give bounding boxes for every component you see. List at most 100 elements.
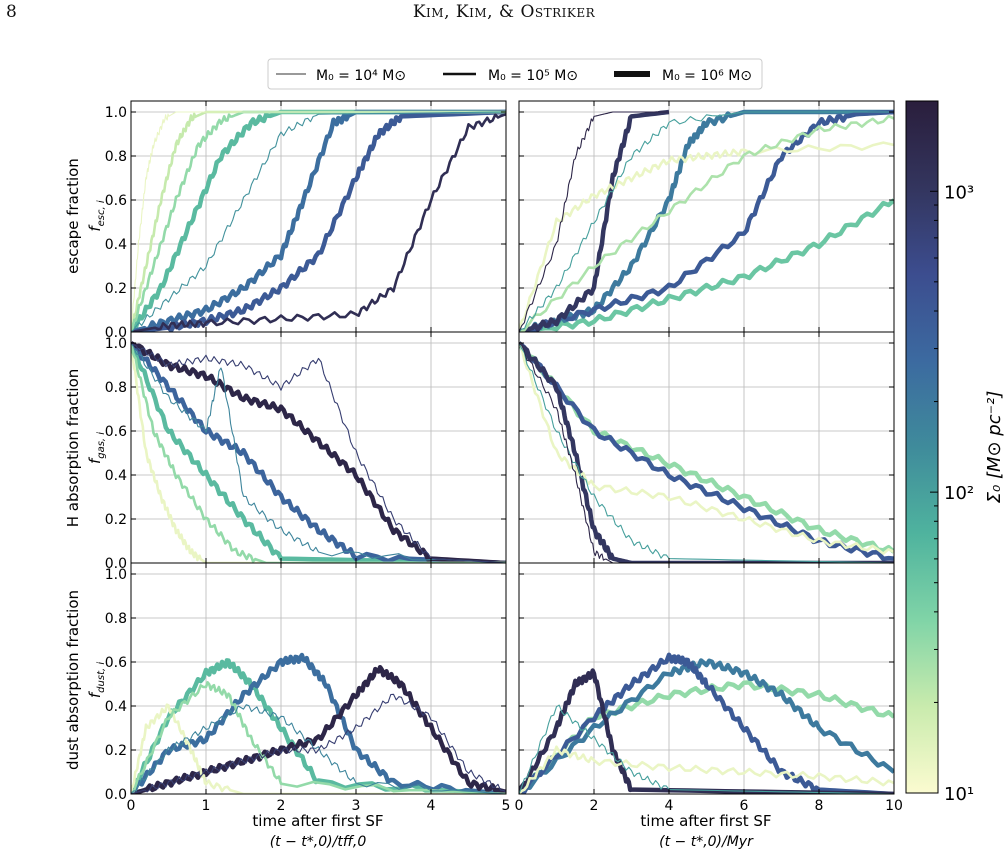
ytick-label: 0.6	[105, 193, 127, 209]
row-label-dust: dust absorption fraction	[64, 590, 82, 770]
row-label-escape: escape fraction	[64, 158, 82, 274]
series-group	[519, 652, 894, 794]
series-line-4	[131, 341, 506, 563]
row-sublabel-dust: fdust, i	[86, 662, 107, 698]
ytick-label: 0.2	[105, 512, 127, 528]
series-line-5	[131, 342, 506, 563]
series-line-5	[519, 342, 894, 563]
panel-bg	[519, 101, 894, 332]
series-group	[519, 341, 894, 563]
ytick-label: 0.6	[105, 655, 127, 671]
ytick-label: 0.2	[105, 743, 127, 759]
left-xlabel-line2: (t − t*,0)/tff,0	[270, 834, 367, 850]
row-label-gas: H absorption fraction	[64, 369, 82, 528]
ytick-label: 0.8	[105, 380, 127, 396]
xtick-label: 3	[352, 798, 361, 814]
series-line-2	[131, 658, 506, 794]
series-line-0	[131, 703, 506, 794]
legend-label-medium: M₀ = 10⁵ M⊙	[488, 68, 578, 84]
xtick-label: 6	[740, 798, 749, 814]
series-line-7	[131, 112, 506, 332]
legend-label-thick: M₀ = 10⁶ M⊙	[662, 68, 752, 84]
xtick-label: 4	[665, 798, 674, 814]
series-line-0	[131, 111, 506, 332]
series-group	[519, 109, 894, 332]
colorbar: 10¹ 10² 10³ Σ₀ [M⊙ pc⁻²]	[905, 100, 1005, 805]
series-line-0	[519, 745, 894, 794]
legend: M₀ = 10⁴ M⊙ M₀ = 10⁵ M⊙ M₀ = 10⁶ M⊙	[267, 58, 763, 90]
xtick-label: 8	[815, 798, 824, 814]
colorbar-bar	[905, 100, 939, 794]
series-line-5	[519, 668, 894, 794]
series-line-2	[519, 342, 894, 563]
ytick-label: 0.4	[105, 237, 127, 253]
series-line-6	[131, 341, 506, 563]
xtick-label: 1	[202, 798, 211, 814]
ytick-label: 0.8	[105, 149, 127, 165]
series-line-3	[131, 704, 506, 794]
xtick-label: 4	[427, 798, 436, 814]
series-line-2	[131, 342, 506, 563]
xtick-label: 0	[127, 798, 136, 814]
ytick-label: 0.8	[105, 611, 127, 627]
page-number: 8	[6, 2, 17, 22]
colorbar-tick-label: 10³	[944, 182, 974, 203]
series-line-4	[131, 111, 506, 332]
colorbar-label: Σ₀ [M⊙ pc⁻²]	[984, 391, 1005, 504]
series-line-4	[519, 109, 894, 332]
ytick-label: 1.0	[105, 105, 127, 121]
row-sublabel-escape: fesc, i	[86, 200, 107, 231]
ytick-label: 0.0	[105, 556, 127, 572]
series-line-5	[131, 693, 506, 794]
xtick-label: 2	[590, 798, 599, 814]
xtick-label: 2	[277, 798, 286, 814]
ytick-label: 0.6	[105, 424, 127, 440]
series-line-7	[519, 109, 670, 332]
series-line-4	[519, 341, 894, 563]
series-line-3	[519, 111, 894, 332]
panel-gas-right	[518, 331, 895, 564]
colorbar-tick-label: 10¹	[944, 784, 974, 805]
xtick-label: 5	[502, 798, 511, 814]
panel-dust-left: 0.0 0.2 0.4 0.6 0.8 1.0 0 1 2 3 4 5	[105, 562, 511, 814]
row-labels: escape fraction fesc, i H absorption fra…	[64, 158, 107, 770]
series-line-0	[519, 342, 894, 555]
series-line-2	[519, 704, 894, 794]
xtick-label: 0	[515, 798, 524, 814]
series-line-5	[131, 109, 506, 332]
series-line-6	[519, 111, 669, 332]
legend-label-thin: M₀ = 10⁴ M⊙	[316, 68, 406, 84]
ytick-label: 1.0	[105, 567, 127, 583]
ytick-label: 0.0	[105, 787, 127, 803]
right-xlabel-line2: (t − t*,0)/Myr	[659, 834, 754, 850]
left-xlabel-line1: time after first SF	[252, 812, 383, 830]
ytick-label: 1.0	[105, 336, 127, 352]
series-line-2	[519, 198, 894, 332]
panel-frame	[518, 562, 895, 795]
series-line-1	[519, 114, 894, 332]
ytick-label: 0.4	[105, 699, 127, 715]
series-line-3	[131, 342, 506, 563]
panel-escape-left: 0.0 0.2 0.4 0.6 0.8 1.0	[105, 100, 507, 341]
panel-dust-right: 0 2 4 6 8 10	[515, 562, 903, 814]
series-line-1	[131, 680, 506, 794]
legend-box	[267, 58, 763, 90]
panel-gas-left: 0.0 0.2 0.4 0.6 0.8 1.0	[105, 331, 507, 572]
ytick-label: 0.0	[105, 325, 127, 341]
panel-escape-right	[518, 100, 895, 333]
panel-frame	[130, 562, 507, 795]
series-group	[131, 341, 506, 563]
ytick-label: 0.2	[105, 281, 127, 297]
series-group	[131, 652, 506, 794]
colorbar-tick-label: 10²	[944, 483, 974, 504]
series-line-5	[519, 109, 894, 332]
ytick-label: 0.4	[105, 468, 127, 484]
series-line-4	[131, 652, 506, 794]
panel-bg	[131, 101, 506, 332]
xtick-label: 10	[885, 798, 903, 814]
series-line-0	[131, 342, 506, 563]
row-sublabel-gas: fgas, i	[86, 432, 107, 464]
series-line-4	[519, 652, 894, 794]
right-xlabel-line1: time after first SF	[640, 812, 771, 830]
